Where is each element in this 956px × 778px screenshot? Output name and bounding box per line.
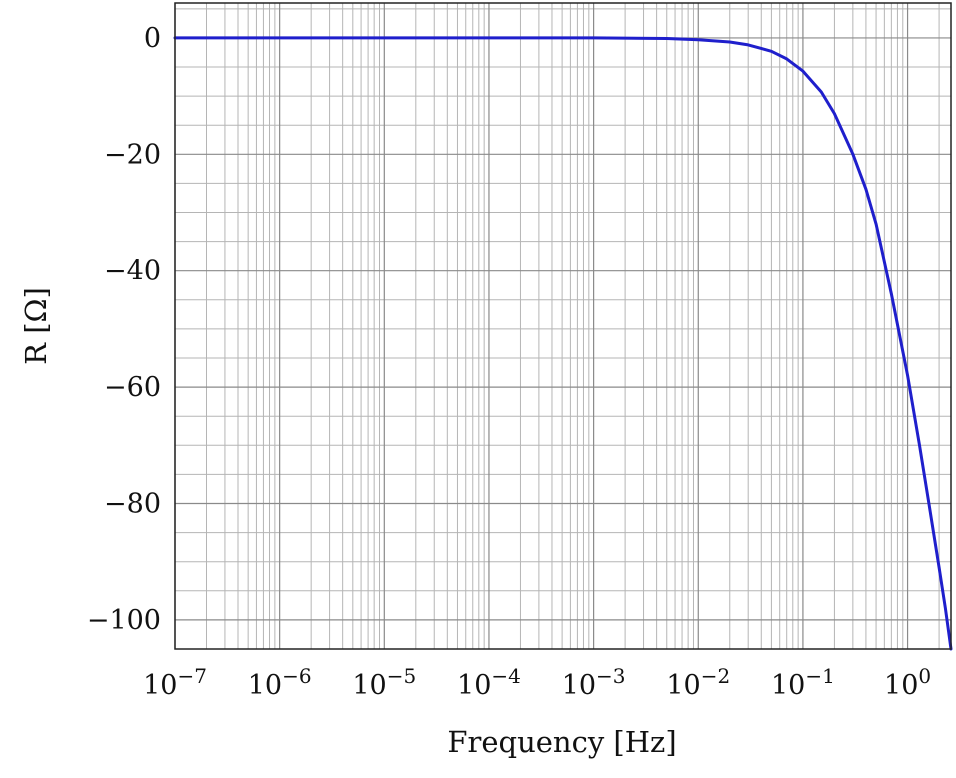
x-tick-labels: 10−7 10−6 10−5 10−4 10−3 10−2 10−1 100 [143,664,931,701]
x-tick-label: 10−5 [352,664,416,701]
plot-frame [174,2,952,650]
grid-major [174,3,951,649]
x-tick-label: 10−4 [457,664,521,701]
y-axis-title: R [Ω] [19,287,53,365]
series-layer [173,36,953,651]
x-tick-label: 10−6 [248,664,312,701]
x-tick-label: 10−2 [666,664,730,701]
x-axis-title: Frequency [Hz] [447,725,676,759]
y-tick-label: −20 [104,139,161,170]
grid-minor [175,3,951,649]
series-line-0 [173,36,953,651]
x-tick-label: 10−3 [562,664,626,701]
x-tick-label: 100 [884,664,931,701]
x-tick-label: 10−1 [771,664,835,701]
x-tick-label: 10−7 [143,664,207,701]
y-tick-label: −80 [104,489,161,520]
y-tick-label: −60 [104,372,161,403]
y-tick-labels: 0 −20 −40 −60 −80 −100 [87,23,161,636]
y-tick-label: −40 [104,256,161,287]
y-tick-label: 0 [144,23,161,54]
y-tick-label: −100 [87,605,161,636]
